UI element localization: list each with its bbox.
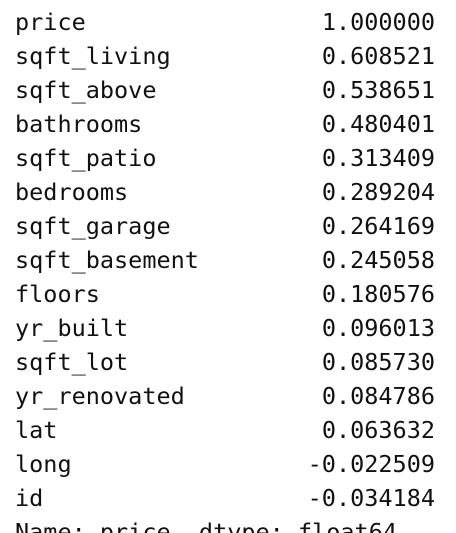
row-name: bathrooms	[15, 110, 143, 138]
series-row-sqft-patio: sqft_patio 0.313409	[15, 141, 435, 175]
row-name: sqft_garage	[15, 212, 171, 240]
series-row-sqft-basement: sqft_basement 0.245058	[15, 243, 435, 277]
row-name: sqft_above	[15, 76, 157, 104]
row-name: yr_built	[15, 314, 129, 342]
series-row-price: price 1.000000	[15, 5, 435, 39]
row-name: sqft_patio	[15, 144, 157, 172]
series-footer-partial: Name: price, dtype: float64	[15, 515, 435, 533]
row-value: 0.084786	[321, 382, 435, 410]
row-value: 0.608521	[321, 42, 435, 70]
row-value: 0.289204	[321, 178, 435, 206]
row-value: 0.264169	[321, 212, 435, 240]
series-row-yr-renovated: yr_renovated 0.084786	[15, 379, 435, 413]
series-row-sqft-lot: sqft_lot 0.085730	[15, 345, 435, 379]
series-row-bedrooms: bedrooms 0.289204	[15, 175, 435, 209]
series-row-bathrooms: bathrooms 0.480401	[15, 107, 435, 141]
row-name: sqft_living	[15, 42, 171, 70]
row-value: 0.480401	[321, 110, 435, 138]
row-name: bedrooms	[15, 178, 129, 206]
row-name: price	[15, 8, 86, 36]
correlation-output: price 1.000000 sqft_living 0.608521 sqft…	[15, 5, 435, 533]
series-row-lat: lat 0.063632	[15, 413, 435, 447]
row-value: 0.245058	[321, 246, 435, 274]
series-row-sqft-garage: sqft_garage 0.264169	[15, 209, 435, 243]
row-value: 0.085730	[321, 348, 435, 376]
row-name: id	[15, 484, 44, 512]
row-name: lat	[15, 416, 58, 444]
series-row-sqft-living: sqft_living 0.608521	[15, 39, 435, 73]
footer-text: Name: price, dtype: float64	[15, 518, 398, 533]
row-value: -0.034184	[307, 484, 435, 512]
row-name: yr_renovated	[15, 382, 185, 410]
row-name: floors	[15, 280, 100, 308]
series-row-sqft-above: sqft_above 0.538651	[15, 73, 435, 107]
series-row-floors: floors 0.180576	[15, 277, 435, 311]
row-name: long	[15, 450, 72, 478]
row-value: -0.022509	[307, 450, 435, 478]
series-row-yr-built: yr_built 0.096013	[15, 311, 435, 345]
row-name: sqft_lot	[15, 348, 129, 376]
row-value: 0.180576	[321, 280, 435, 308]
row-value: 0.096013	[321, 314, 435, 342]
series-row-id: id -0.034184	[15, 481, 435, 515]
row-value: 0.538651	[321, 76, 435, 104]
row-value: 0.313409	[321, 144, 435, 172]
row-value: 1.000000	[321, 8, 435, 36]
series-row-long: long -0.022509	[15, 447, 435, 481]
row-name: sqft_basement	[15, 246, 199, 274]
row-value: 0.063632	[321, 416, 435, 444]
